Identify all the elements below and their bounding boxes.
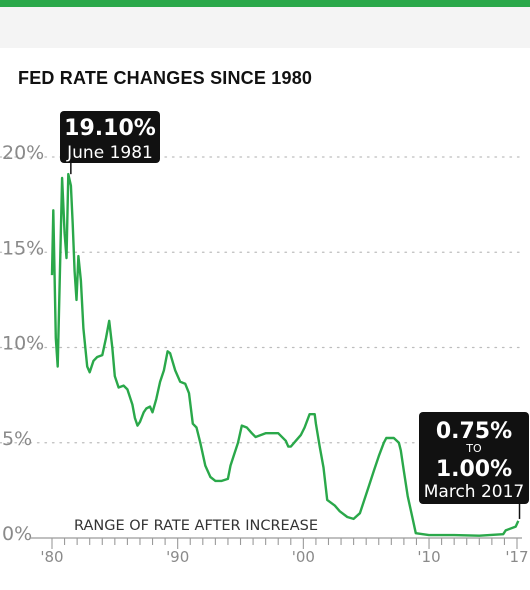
callout-latest-to: 1.00%: [436, 457, 512, 482]
chart-title: FED RATE CHANGES SINCE 1980: [18, 68, 313, 88]
y-tick-label: 10%: [2, 333, 44, 355]
x-tick-label: '80: [40, 548, 63, 566]
x-tick-label: '10: [417, 548, 440, 566]
callout-peak-date: June 1981: [66, 143, 153, 163]
callout-latest: 0.75% TO 1.00% March 2017: [419, 412, 529, 519]
x-axis: [30, 537, 522, 549]
callout-peak-box: [60, 111, 160, 163]
y-tick-label: 20%: [2, 142, 44, 164]
header-band: [0, 7, 530, 48]
y-tick-label: 0%: [2, 523, 32, 545]
x-tick-label: '17: [505, 548, 528, 566]
fed-rate-line-chart: 0% 5% 10% 15% 20% '80 '90 '00 '10 '17 RANGE OF R…: [0, 111, 529, 566]
callout-latest-connector: TO: [465, 442, 482, 455]
callout-latest-from: 0.75%: [436, 419, 512, 444]
x-axis-tick-labels: '80 '90 '00 '10 '17: [40, 548, 528, 566]
x-tick-label: '90: [166, 548, 189, 566]
callout-peak-value: 19.10%: [64, 116, 156, 141]
y-tick-label: 15%: [2, 237, 44, 259]
series-line-fed-rate: [50, 172, 520, 537]
y-tick-label: 5%: [2, 428, 32, 450]
callout-peak: 19.10% June 1981: [60, 111, 160, 175]
range-annotation: RANGE OF RATE AFTER INCREASE: [74, 518, 318, 534]
y-axis-tick-labels: 0% 5% 10% 15% 20%: [2, 142, 44, 545]
callout-latest-date: March 2017: [424, 482, 525, 502]
grid-lines: [0, 156, 521, 444]
callout-latest-box: [419, 412, 529, 504]
top-accent-bar: [0, 0, 530, 7]
x-tick-label: '00: [292, 548, 315, 566]
